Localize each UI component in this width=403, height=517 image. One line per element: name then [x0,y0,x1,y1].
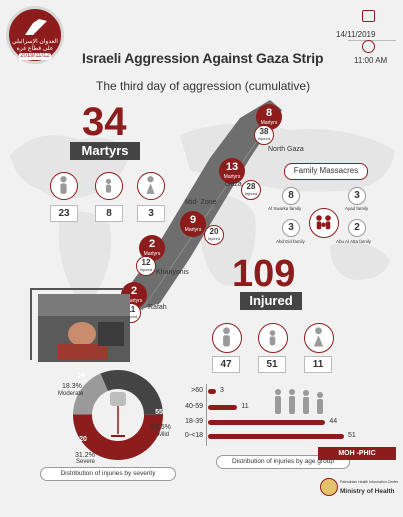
child-icon [258,323,288,353]
age-value-2: 44 [329,418,338,425]
age-value-3: 51 [348,432,356,439]
age-bar-0 [208,389,216,394]
injured-label: Injured [240,292,302,310]
ayad-label: Ayad family [345,206,369,211]
injured-child-photo [38,294,130,362]
severity-severe-count: 20 [79,436,87,443]
age-label-3: 0-<18 [184,432,203,439]
donut-slice-moderate [100,370,163,415]
age-label-2: 18-39 [185,418,203,425]
gaza-injured-badge: 28 Injured [241,180,261,200]
gaza-silhouette-icon [25,19,47,35]
severity-donut-chart [73,370,163,460]
report-time: 11:00 AM [354,56,388,65]
region-gaza: Gaza [225,181,242,188]
age-value-1: 11 [241,403,249,410]
mid-zone-martyrs-pin: 9 Martyrs [180,211,206,237]
abd-eid-count: 3 [282,219,300,237]
ayad-count: 3 [348,187,366,205]
campaign-logo: العدوان الإسرائيلي على قطاع غزة 2019/11/… [6,6,64,64]
al-swarka-count: 8 [282,187,300,205]
page-subtitle: The third day of aggression (cumulative) [96,79,311,93]
injured-women-count: 11 [304,356,332,373]
report-date: 14/11/2019 [336,30,376,39]
severity-moderate-pct: 18.3% [62,383,82,390]
family-icon [309,208,339,238]
severity-moderate-label: Moderate [58,391,84,397]
region-north-gaza: North Gaza [268,146,304,153]
al-swarka-label: Al Swarka family [268,206,302,211]
severity-mild-count: 55 [155,409,163,416]
martyrs-children-count: 8 [95,205,123,222]
age-bar-3 [208,434,344,439]
female-icon [137,172,165,200]
injured-children-count: 51 [258,356,286,373]
gaza-strip-map [120,100,282,313]
age-bar-2 [208,420,326,425]
family-massacres-title: Family Massacres [284,163,368,180]
page-title: Israeli Aggression Against Gaza Strip [82,50,324,66]
moh-subtitle: Palestinian Health Information Center [340,480,399,484]
severity-severe-label: Severe [76,459,96,465]
severity-mild-label: Mild [158,432,170,438]
injured-men-count: 47 [212,356,240,373]
martyrs-men-count: 23 [50,205,78,222]
logo-text: العدوان الإسرائيلي على قطاع غزة 2019/11/… [12,39,58,60]
male-icon [50,172,78,200]
age-axis [206,384,207,446]
north-gaza-injured-badge: 38 Injured [254,125,274,145]
age-label-1: 40-59 [185,403,203,410]
clock-icon [362,40,375,53]
female-icon [304,323,334,353]
mid-zone-injured-badge: 20 Injured [204,225,224,245]
donut-slice-severe [73,373,108,415]
region-khanyonis: Khanyonis [156,269,189,276]
age-figures-icon [275,389,323,414]
martyrs-label: Martyrs [70,142,140,160]
ministry-emblem-icon [320,478,338,496]
age-chart-caption: Distribution of injuries by age group [216,455,350,469]
abu-al-atta-count: 2 [348,219,366,237]
gaza-martyrs-pin: 13 Martyrs [219,158,245,184]
age-label-0: >60 [191,387,203,394]
severity-chart-caption: Distribution of injuries by severity [40,467,176,481]
moh-badge: MOH -PHIC [318,447,396,460]
severity-severe-pct: 31.2% [75,452,95,459]
age-bar-1 [208,405,238,410]
region-rafah: Rafah [148,304,167,311]
photo-frame [30,288,124,360]
calendar-icon [362,10,375,22]
martyrs-total: 34 [82,100,127,144]
abu-al-atta-label: Abu Al Atta family [336,239,372,244]
khanyonis-injured-badge: 12 Injured [136,256,156,276]
ministry-name: Ministry of Health [340,488,395,495]
child-icon [95,172,123,200]
severity-mild-pct: 50.5% [151,424,171,431]
age-value-0: 3 [220,387,224,394]
donut-slice-mild [73,414,163,460]
injured-total: 109 [232,253,296,295]
male-icon [212,323,242,353]
region-mid-zone: Mid- Zone [185,199,217,206]
severity-moderate-count: 34 [77,372,85,379]
abd-eid-label: Abd Eid family [276,239,305,244]
martyrs-women-count: 3 [137,205,165,222]
iv-drip-icon [110,392,126,437]
